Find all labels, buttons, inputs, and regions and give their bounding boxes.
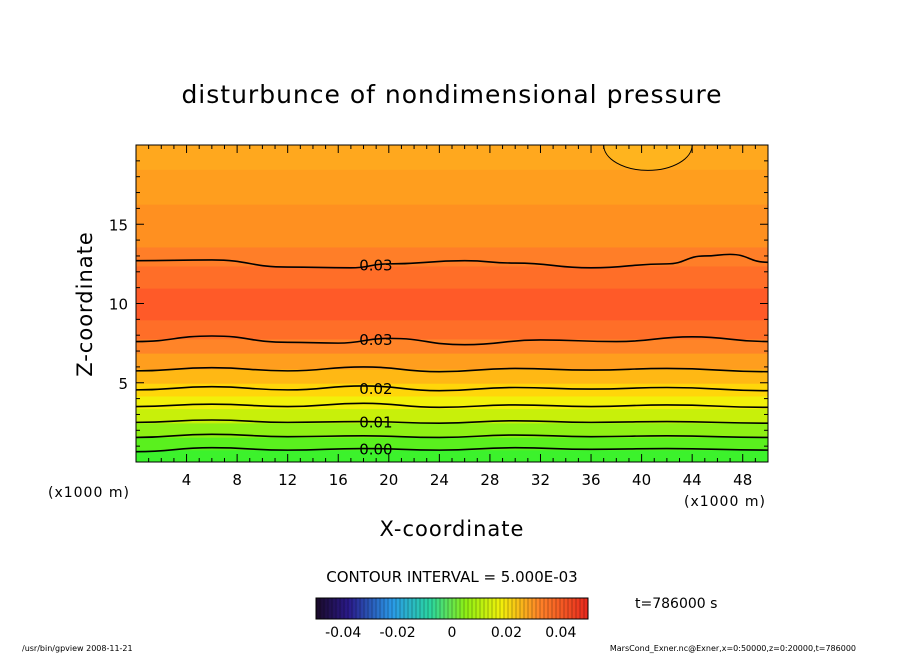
contour-line-1 xyxy=(136,433,768,439)
color-band-3 xyxy=(136,408,768,424)
contour-label-3: 0.03 xyxy=(359,331,392,349)
color-band-6 xyxy=(136,368,768,384)
color-band-7 xyxy=(136,352,768,370)
footer-right: MarsCond_Exner.nc@Exner,x=0:50000,z=0:20… xyxy=(610,644,856,653)
colorbar-tick-label-4: 0.04 xyxy=(545,625,576,641)
contour-line-4 xyxy=(136,385,768,392)
contour-label-4: 0.03 xyxy=(359,256,392,274)
x-tick-label-4: 20 xyxy=(379,471,398,489)
contour-line-2 xyxy=(136,419,768,424)
contour-label-0: 0.00 xyxy=(359,440,392,458)
contour-label-group-1: 0.01 xyxy=(359,413,392,431)
color-band-9 xyxy=(136,319,768,340)
x-tick-label-0: 4 xyxy=(182,471,192,489)
x-unit-left: (x1000 m) xyxy=(48,485,130,501)
colorbar-tick-label-2: 0 xyxy=(448,625,457,641)
colorbar-tick-labels: -0.04 -0.02 0 0.02 0.04 xyxy=(325,625,576,641)
x-unit-right: (x1000 m) xyxy=(684,494,766,510)
color-band-14 xyxy=(136,168,768,205)
time-label: t=786000 s xyxy=(635,596,717,612)
contour-labels: 0.00 0.01 0.02 0.03 0.03 xyxy=(359,256,392,458)
x-tick-label-5: 24 xyxy=(430,471,449,489)
y-axis-ticks: 5 10 15 xyxy=(109,160,768,447)
contour-label-2: 0.02 xyxy=(359,380,392,398)
contour-line-5 xyxy=(136,366,768,373)
contour-label-group-0: 0.00 xyxy=(359,440,392,458)
colorbar-tick-label-3: 0.02 xyxy=(491,625,522,641)
y-axis-label: Z-coordinate xyxy=(73,231,97,377)
color-fill-bands xyxy=(136,145,768,462)
contour-label-group-2: 0.02 xyxy=(359,380,392,398)
x-tick-label-9: 40 xyxy=(632,471,651,489)
color-band-8 xyxy=(136,338,768,354)
contour-lines xyxy=(136,145,768,453)
colorbar-tick-label-0: -0.04 xyxy=(325,625,361,641)
contour-interval-label: CONTOUR INTERVAL = 5.000E-03 xyxy=(326,568,577,586)
color-band-0 xyxy=(136,449,768,462)
footer-left: /usr/bin/gpview 2008-11-21 xyxy=(22,644,133,653)
y-tick-label-0: 5 xyxy=(118,375,128,393)
contour-label-group-4: 0.03 xyxy=(359,256,392,274)
contour-line-7 xyxy=(136,253,768,269)
color-band-11 xyxy=(136,265,768,289)
color-band-1 xyxy=(136,436,768,451)
contour-line-3 xyxy=(136,402,768,409)
contour-label-group-3: 0.03 xyxy=(359,331,392,349)
x-tick-label-11: 48 xyxy=(733,471,752,489)
x-tick-label-6: 28 xyxy=(480,471,499,489)
x-tick-label-8: 36 xyxy=(581,471,600,489)
x-tick-label-3: 16 xyxy=(329,471,348,489)
x-axis-label: X-coordinate xyxy=(380,517,525,541)
color-band-2 xyxy=(136,422,768,438)
color-band-12 xyxy=(136,246,768,267)
color-band-5 xyxy=(136,382,768,397)
x-axis-ticks: 4 8 12 16 20 24 28 32 36 40 44 48 xyxy=(148,145,756,489)
x-tick-label-10: 44 xyxy=(683,471,702,489)
x-tick-label-1: 8 xyxy=(232,471,242,489)
x-tick-label-2: 12 xyxy=(278,471,297,489)
contour-top-closed xyxy=(603,145,693,171)
contour-label-1: 0.01 xyxy=(359,413,392,431)
contour-line-0 xyxy=(136,446,768,453)
colorbar-stripes xyxy=(319,598,585,619)
color-band-13 xyxy=(136,203,768,248)
y-tick-label-2: 15 xyxy=(109,216,128,234)
colorbar-tick-label-1: -0.02 xyxy=(379,625,415,641)
x-tick-label-7: 32 xyxy=(531,471,550,489)
contour-line-6 xyxy=(136,335,768,346)
y-tick-label-1: 10 xyxy=(109,296,128,314)
color-band-10 xyxy=(136,287,768,321)
chart-title: disturbunce of nondimensional pressure xyxy=(181,80,722,109)
